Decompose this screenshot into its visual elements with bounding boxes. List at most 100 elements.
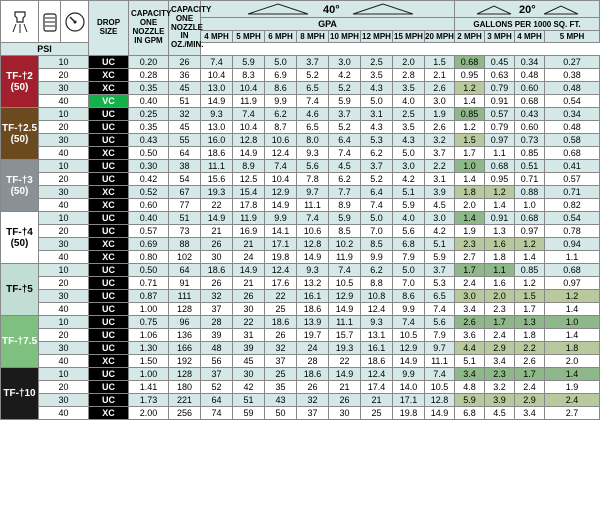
gpa-cell: 12.9 xyxy=(329,290,361,303)
gal-cell: 0.97 xyxy=(515,225,545,238)
gpa-cell: 35 xyxy=(265,381,297,394)
gpa-cell: 2.1 xyxy=(425,69,455,82)
gpa-cell: 32 xyxy=(265,342,297,355)
drop-cell: XC xyxy=(89,251,129,264)
gal-cell: 3.4 xyxy=(515,407,545,420)
gpm-cell: 0.69 xyxy=(129,238,169,251)
gal-cell: 5.9 xyxy=(455,394,485,407)
psi-cell: 20 xyxy=(39,225,89,238)
gpa-cell: 8.7 xyxy=(265,121,297,134)
gal-cell: 2.0 xyxy=(485,290,515,303)
gpa-cell: 51 xyxy=(233,394,265,407)
gpa-cell: 24 xyxy=(297,342,329,355)
psi-cell: 20 xyxy=(39,277,89,290)
gal-cell: 1.8 xyxy=(515,329,545,342)
oz-cell: 136 xyxy=(169,329,201,342)
gpa-cell: 21 xyxy=(329,381,361,394)
gal-cell: 2.3 xyxy=(485,368,515,381)
gal-cell: 1.9 xyxy=(545,381,600,394)
gpa-cell: 11.9 xyxy=(233,212,265,225)
gal-cell: 3.9 xyxy=(485,394,515,407)
gal-cell: 0.51 xyxy=(515,160,545,173)
gpa-cell: 12.8 xyxy=(233,134,265,147)
svg-text:20°: 20° xyxy=(519,4,536,16)
gal-cell: 1.1 xyxy=(485,264,515,277)
psi-cell: 30 xyxy=(39,134,89,147)
gal-cell: 0.68 xyxy=(515,95,545,108)
gpa-cell: 4.0 xyxy=(393,212,425,225)
psi-cell: 30 xyxy=(39,186,89,199)
gal-cell: 0.68 xyxy=(545,147,600,160)
drop-cell: UC xyxy=(89,394,129,407)
gpa-cell: 8.5 xyxy=(361,238,393,251)
gpa-cell: 2.5 xyxy=(393,108,425,121)
gal-cell: 0.79 xyxy=(485,121,515,134)
gpa-cell: 9.9 xyxy=(393,303,425,316)
psi-cell: 30 xyxy=(39,342,89,355)
psi-cell: 20 xyxy=(39,121,89,134)
gal-cell: 0.71 xyxy=(515,173,545,186)
mph: 4 MPH xyxy=(201,31,233,43)
gpa-cell: 18.6 xyxy=(361,355,393,368)
gal-cell: 0.73 xyxy=(515,134,545,147)
oz-cell: 36 xyxy=(169,69,201,82)
gpa-cell: 5.2 xyxy=(297,69,329,82)
psi-cell: 10 xyxy=(39,212,89,225)
gpm-cell: 1.06 xyxy=(129,329,169,342)
gpa-cell: 13.2 xyxy=(297,277,329,290)
drop-cell: UC xyxy=(89,160,129,173)
gpa-cell: 8.6 xyxy=(265,82,297,95)
gpa-cell: 7.4 xyxy=(201,56,233,69)
drop-cell: UC xyxy=(89,368,129,381)
gal-cell: 0.48 xyxy=(545,121,600,134)
gal-cell: 0.57 xyxy=(485,108,515,121)
gal-cell: 2.0 xyxy=(545,355,600,368)
gpa-cell: 4.2 xyxy=(393,173,425,186)
gpa-cell: 8.9 xyxy=(329,199,361,212)
gpm-cell: 0.25 xyxy=(129,108,169,121)
gpa-cell: 5.6 xyxy=(297,160,329,173)
gpa-cell: 6.4 xyxy=(329,134,361,147)
gpa-cell: 3.7 xyxy=(329,108,361,121)
gpa-cell: 12.8 xyxy=(297,238,329,251)
gpa-cell: 10.4 xyxy=(201,69,233,82)
gpa-cell: 15.4 xyxy=(233,186,265,199)
gpa-cell: 10.4 xyxy=(265,173,297,186)
gpa-cell: 5.9 xyxy=(393,199,425,212)
gal-cell: 1.6 xyxy=(485,238,515,251)
gpa-cell: 31 xyxy=(233,329,265,342)
gal-cell: 4.4 xyxy=(455,342,485,355)
mph: 12 MPH xyxy=(361,31,393,43)
gpa-cell: 21 xyxy=(361,394,393,407)
gpa-cell: 10.6 xyxy=(297,225,329,238)
gal-cell: 2.9 xyxy=(515,394,545,407)
gpa-cell: 3.0 xyxy=(393,160,425,173)
mph: 5 MPH xyxy=(545,31,600,43)
gpa-cell: 16.1 xyxy=(361,342,393,355)
gpa-cell: 5.9 xyxy=(329,95,361,108)
gpa-cell: 16.9 xyxy=(233,225,265,238)
gpa-cell: 3.0 xyxy=(425,95,455,108)
gpa-cell: 10.6 xyxy=(265,134,297,147)
gpa-cell: 43 xyxy=(265,394,297,407)
gal-cell: 0.54 xyxy=(545,212,600,225)
gpa-cell: 2.8 xyxy=(393,69,425,82)
gpa-cell: 3.0 xyxy=(425,212,455,225)
gpa-cell: 7.9 xyxy=(425,329,455,342)
gpa-cell: 22 xyxy=(201,199,233,212)
drop-cell: UC xyxy=(89,56,129,69)
gal-cell: 1.0 xyxy=(545,316,600,329)
gal-cell: 0.91 xyxy=(485,95,515,108)
oz-cell: 55 xyxy=(169,134,201,147)
gpa-cell: 18.6 xyxy=(297,368,329,381)
gpa-cell: 5.9 xyxy=(233,56,265,69)
gpa-cell: 13.9 xyxy=(297,316,329,329)
gal-cell: 0.68 xyxy=(455,56,485,69)
gal-cell: 4.8 xyxy=(455,381,485,394)
svg-text:40°: 40° xyxy=(323,4,340,16)
gauge-icon xyxy=(61,1,89,43)
psi-cell: 20 xyxy=(39,381,89,394)
gal-cell: 1.2 xyxy=(455,121,485,134)
gal-cell: 0.58 xyxy=(545,134,600,147)
gpa-cell: 8.9 xyxy=(233,160,265,173)
